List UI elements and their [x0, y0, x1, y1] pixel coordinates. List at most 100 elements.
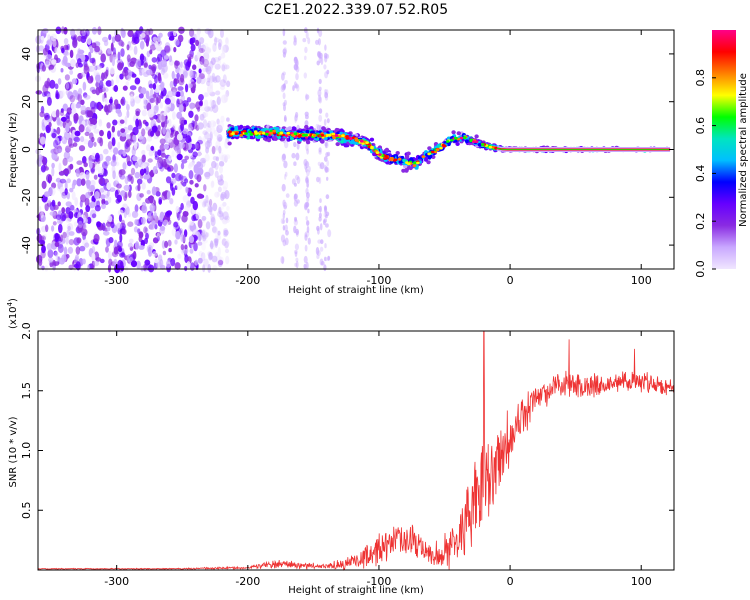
spectrogram-cell: [219, 79, 227, 87]
spectrogram-ridge-cell: [409, 157, 414, 161]
spectrogram-cell: [38, 239, 46, 245]
spectrogram-cell: [148, 150, 154, 157]
spectrogram-cell: [120, 190, 126, 197]
spectrogram-cell: [73, 89, 77, 95]
spectrogram-cell: [117, 259, 123, 269]
spectrogram-cell: [127, 29, 134, 38]
spectrogram-cell: [162, 191, 168, 197]
spectrogram-cell: [119, 169, 126, 176]
spectrogram-ridge-cell: [441, 143, 446, 147]
spectrogram-cell: [52, 221, 57, 226]
spectrogram-cell: [219, 165, 223, 174]
spectrogram-cell: [294, 251, 298, 257]
spectrogram-cell: [184, 155, 190, 160]
spectrogram-cell: [325, 141, 329, 149]
spectrogram-cell: [105, 80, 113, 87]
spectrogram-cell: [126, 104, 130, 111]
spectrogram-cell: [134, 95, 141, 104]
spectrogram-cell: [109, 67, 115, 75]
spectrogram-cell: [202, 119, 208, 129]
spectrogram-cell: [201, 242, 206, 251]
spectrogram-cell: [51, 199, 56, 207]
spectrogram-cell: [215, 255, 222, 265]
spectrogram-ridge-cell: [269, 129, 274, 133]
spectrogram-ridge-cell: [265, 130, 270, 134]
spectrogram-cell: [116, 183, 122, 189]
spectrogram-ridge-cell: [446, 136, 451, 141]
spectrogram-cell: [188, 170, 194, 180]
spectrogram-cell: [40, 35, 45, 41]
spectrogram-cell: [113, 147, 119, 155]
spectrogram-cell: [110, 221, 115, 229]
spectrogram-cell: [65, 145, 71, 153]
spectrogram-cell: [137, 183, 141, 192]
spectrogram-cell: [225, 37, 229, 44]
spectrogram-cell: [45, 224, 49, 233]
spectrogram-cell: [293, 141, 297, 148]
spectrogram-cell: [107, 250, 112, 260]
spectrogram-cell: [293, 161, 297, 166]
spectrogram-ridge-cell: [480, 143, 485, 146]
spectrogram-cell: [135, 108, 141, 114]
spectrogram-cell: [318, 108, 323, 114]
spectrogram-cell: [207, 205, 213, 213]
spectrogram-cell: [222, 180, 229, 190]
spectrogram-cell: [325, 167, 330, 173]
spectrogram-ridge-cell: [464, 139, 469, 143]
spectrogram-cell: [46, 77, 51, 87]
spectrogram-cell: [305, 31, 309, 39]
spectrogram-cell: [151, 57, 157, 63]
spectrogram-cell: [196, 27, 201, 35]
spectrogram-ridge-cell: [431, 155, 436, 159]
spectrogram-cell: [76, 178, 82, 187]
spectrogram-cell: [44, 202, 49, 212]
spectrogram-cell: [197, 219, 203, 229]
spectrogram-cell: [213, 238, 219, 243]
spectrogram-cell: [217, 175, 222, 181]
spectrogram-cell: [171, 172, 176, 179]
spectrogram-cell: [66, 223, 74, 232]
spectrogram-cell: [134, 241, 140, 250]
spectrogram-cell: [315, 247, 320, 255]
spectrogram-cell: [63, 44, 69, 50]
spectrogram-cell: [306, 225, 310, 234]
spectrogram-cell: [122, 69, 129, 77]
spectrogram-cell: [317, 94, 322, 103]
colorbar-ticks: 0.0 0.2 0.4 0.6 0.8: [694, 69, 716, 278]
spectrogram-ridge-cell: [305, 129, 310, 134]
spectrogram-cell: [138, 245, 145, 250]
spectrogram-cell: [101, 198, 106, 206]
spectrogram-carrier-core: [496, 147, 671, 150]
spectrogram-ridge-cell: [382, 150, 387, 155]
spectrogram-cell: [188, 56, 192, 62]
snr-y-ticks: 0.5 1.0 1.5 2.0: [20, 322, 674, 519]
spectrogram-cell: [68, 137, 73, 147]
spectrogram-cell: [303, 158, 308, 167]
spectrogram-cell: [210, 240, 214, 250]
spectrogram-cell: [46, 96, 52, 106]
spectrogram-cell: [62, 103, 68, 112]
spectrogram-cell: [319, 246, 324, 252]
spectrogram-cell: [77, 93, 82, 103]
spectrogram-cell: [195, 39, 200, 47]
spectrogram-cell: [65, 112, 70, 120]
spectrogram-cell: [193, 242, 198, 252]
spectrogram-cell: [44, 265, 49, 272]
spectrogram-cell: [207, 29, 212, 36]
spectrogram-cell: [218, 121, 225, 129]
spectrogram-cell: [63, 27, 68, 35]
spectrogram-cell: [144, 237, 148, 245]
spectrogram-cell: [90, 168, 95, 173]
spectrogram-cell: [63, 51, 70, 57]
spectrogram-ridge-cell: [286, 131, 291, 135]
spectrogram-cell: [75, 261, 81, 271]
snr-background: [38, 331, 674, 570]
spectrogram-cell: [168, 55, 173, 63]
spectrogram-cell: [49, 262, 53, 268]
spectrogram-cell: [293, 193, 298, 200]
spectrogram-cell: [177, 85, 184, 93]
spectrogram-ridge-cell: [272, 135, 278, 140]
spectrogram-cell: [79, 172, 86, 179]
spectrogram-cell: [93, 174, 98, 180]
spectrogram-cell: [218, 145, 222, 154]
